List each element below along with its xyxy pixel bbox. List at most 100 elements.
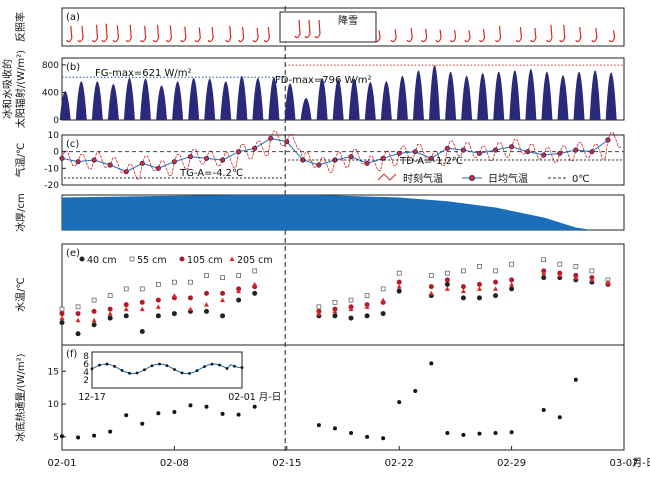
albedo-mark xyxy=(263,26,270,43)
daily-temp-point xyxy=(492,147,499,153)
heat-flux-point xyxy=(316,423,321,428)
panel-c-ytick-label: 0 xyxy=(53,148,59,158)
daily-temp-point xyxy=(236,149,242,155)
water-temp-point xyxy=(396,270,402,276)
radiation-peak xyxy=(348,78,360,120)
x-tick-label: 02-15 xyxy=(272,458,301,469)
water-temp-point xyxy=(476,295,482,301)
water-temp-point xyxy=(348,297,354,303)
panel-b-letter: (b) xyxy=(66,62,80,73)
heat-flux-point xyxy=(92,433,97,438)
radiation-peak xyxy=(541,71,553,120)
albedo-mark xyxy=(390,29,397,43)
panel-d-ylabel: 冰厚/cm xyxy=(14,193,27,232)
water-temp-point xyxy=(380,311,386,317)
albedo-mark xyxy=(609,30,616,43)
radiation-peak xyxy=(123,77,135,120)
water-temp-point xyxy=(155,297,161,303)
water-temp-point xyxy=(204,290,210,296)
legend-hourly-mark xyxy=(377,173,397,181)
water-temp-point xyxy=(364,313,370,319)
inset-point xyxy=(143,368,146,372)
water-temp-point xyxy=(477,264,482,269)
daily-temp-point xyxy=(268,135,274,141)
panel-b-ytick-label: 800 xyxy=(42,61,59,71)
heat-flux-point xyxy=(509,430,514,435)
daily-temp-point xyxy=(525,149,531,155)
daily-temp-point xyxy=(396,150,402,156)
water-temp-point xyxy=(509,261,514,267)
radiation-peak xyxy=(332,79,344,120)
daily-temp-point xyxy=(460,147,467,153)
snow-legend-mark xyxy=(304,19,311,39)
water-temp-point xyxy=(589,268,595,274)
panel-c-letter: (c) xyxy=(66,139,79,150)
water-temp-point xyxy=(59,315,65,321)
radiation-peak xyxy=(220,81,232,120)
snow-legend-mark xyxy=(314,19,321,39)
panel-b-ytick-label: 400 xyxy=(42,88,59,98)
water-temp-point xyxy=(155,282,161,287)
albedo-mark xyxy=(140,25,147,43)
daily-temp-point xyxy=(444,145,450,151)
water-temp-point xyxy=(541,257,547,263)
water-temp-point xyxy=(171,311,177,317)
water-temp-point xyxy=(187,306,193,312)
radiation-peak xyxy=(236,75,248,120)
panel-b-ylabel2: 冰和水吸收的 xyxy=(1,59,14,119)
inset-ytick-label: 8 xyxy=(83,352,89,362)
water-temp-point xyxy=(332,313,338,319)
heat-flux-point xyxy=(429,361,434,366)
albedo-mark xyxy=(435,29,442,43)
heat-flux-point xyxy=(60,434,64,439)
water-temp-point xyxy=(75,331,81,337)
x-tick-label: 02-01 xyxy=(47,458,76,469)
radiation-peak xyxy=(300,97,312,120)
water-temp-point xyxy=(444,277,450,283)
water-temp-point xyxy=(428,273,434,278)
water-temp-point xyxy=(220,313,226,319)
water-temp-point xyxy=(444,281,450,287)
radiation-peak xyxy=(493,71,505,120)
d-max-annotation: FD-max=796 W/m² xyxy=(275,75,372,86)
inset-point xyxy=(98,363,101,367)
water-temp-point xyxy=(236,273,241,278)
water-temp-point xyxy=(460,284,466,290)
radiation-peak xyxy=(268,77,280,120)
panel-e-ylabel: 水温/℃ xyxy=(15,277,27,312)
heat-flux-point xyxy=(124,413,129,418)
water-temp-point xyxy=(573,275,579,280)
inset-point xyxy=(90,367,94,371)
albedo-mark xyxy=(125,24,132,43)
albedo-mark xyxy=(450,30,457,43)
water-temp-point xyxy=(220,290,226,296)
daily-temp-point xyxy=(155,165,161,171)
daily-temp-point xyxy=(107,162,113,168)
heat-flux-point xyxy=(365,434,370,439)
inset-point xyxy=(240,366,244,369)
ice-thickness-area xyxy=(62,195,608,230)
d-mean-annotation: TD-A=-1.2℃ xyxy=(399,156,463,167)
water-temp-point xyxy=(204,302,210,307)
water-temp-point xyxy=(91,308,97,314)
radiation-peak xyxy=(204,78,216,120)
radiation-peak xyxy=(188,77,200,120)
water-temp-point xyxy=(605,279,611,285)
water-temp-point xyxy=(155,313,161,319)
albedo-mark xyxy=(225,25,232,43)
water-temp-point xyxy=(91,317,97,323)
water-temp-point xyxy=(380,297,386,303)
water-temp-point xyxy=(589,277,595,282)
water-temp-point xyxy=(204,308,210,314)
radiation-peak xyxy=(284,83,296,120)
daily-temp-line xyxy=(61,137,609,173)
radiation-peak xyxy=(139,78,151,120)
water-temp-point xyxy=(220,297,226,303)
water-temp-point xyxy=(396,284,402,289)
inset-point xyxy=(195,369,199,373)
inset-point xyxy=(120,368,124,372)
panel-b-ytick-label: 0 xyxy=(53,116,59,126)
inset-point xyxy=(180,371,184,375)
daily-temp-point xyxy=(139,160,145,166)
daily-temp-point xyxy=(541,152,547,158)
